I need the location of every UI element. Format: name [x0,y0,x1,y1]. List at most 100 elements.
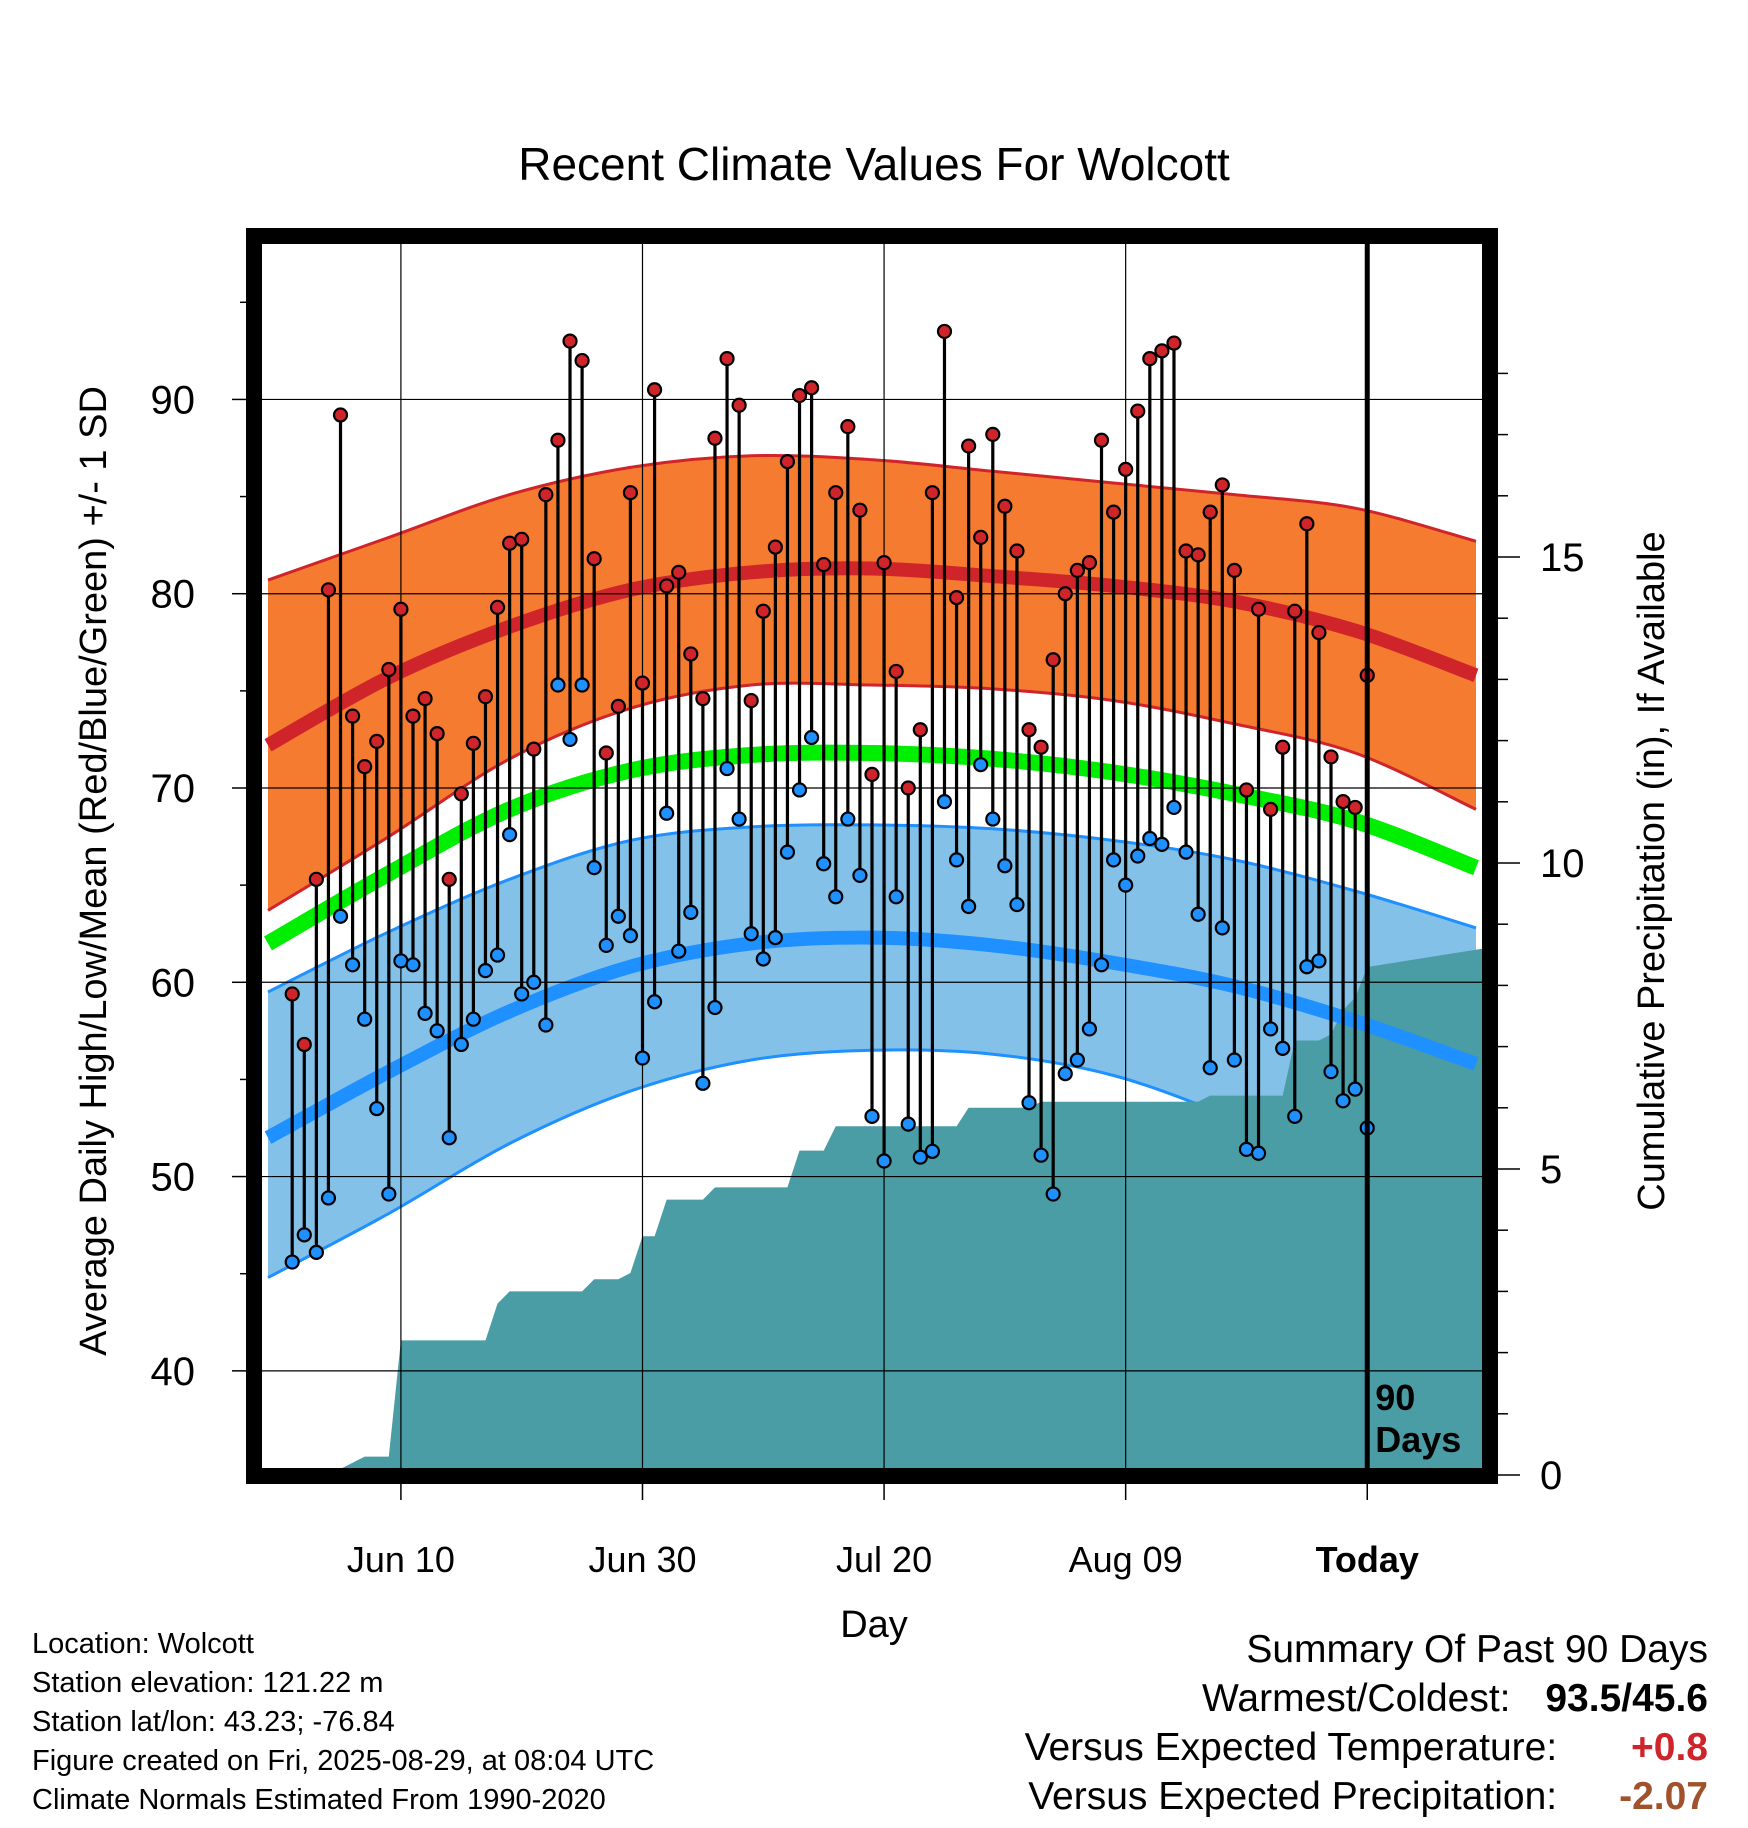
daily-high-point [948,589,965,606]
daily-low-point [1299,959,1315,975]
daily-low-point [1335,1093,1351,1109]
daily-low-point [1093,957,1110,973]
daily-low-point [1154,836,1170,852]
daily-low-point [683,904,699,920]
daily-low-point [453,1036,469,1053]
daily-low-point [465,1011,481,1027]
daily-high-point [1069,562,1085,579]
x-axis-label: Day [840,1604,908,1646]
daily-high-point [961,438,977,454]
daily-high-point [743,692,759,709]
daily-high-point [1226,562,1242,579]
daily-low-point [502,827,518,843]
x-tick-label: Jun 30 [588,1539,696,1580]
daily-high-point [477,689,494,705]
daily-high-point [695,691,711,707]
daily-high-point [804,380,820,396]
y-tick-label: 60 [151,961,196,1005]
daily-low-point [598,937,614,953]
daily-high-point [852,502,868,518]
daily-low-point [900,1116,916,1132]
daily-low-point [489,947,506,963]
x-tick-label: Jun 10 [347,1539,455,1580]
daily-low-point [876,1153,892,1169]
daily-low-point [1057,1065,1073,1082]
daily-high-point [816,556,832,573]
daily-low-point [767,929,783,946]
daily-low-point [1118,877,1134,893]
daily-high-point [1323,749,1339,765]
daily-low-point [888,889,904,905]
daily-high-point [719,351,735,367]
daily-high-point [1190,547,1206,563]
daily-high-point [659,578,675,594]
daily-low-point [973,757,989,773]
daily-low-point [574,677,590,693]
daily-low-point [1250,1145,1267,1161]
daily-high-point [1009,543,1025,559]
y-tick-label: 50 [151,1156,196,1200]
daily-low-point [1166,799,1182,816]
observations [284,323,1375,1270]
daily-high-point [1311,624,1327,641]
daily-high-point [731,397,747,413]
daily-high-point [864,766,880,783]
daily-low-point [610,908,626,924]
daily-high-point [514,531,530,547]
daily-low-point [1045,1186,1061,1202]
y2-tick-label: 5 [1540,1148,1562,1192]
daily-high-point [526,741,542,757]
daily-low-point [671,943,687,959]
summary-heading: Summary Of Past 90 Days [1246,1628,1708,1671]
y-tick-label: 90 [151,378,196,422]
daily-high-point [1045,652,1061,668]
y-axis-label: Average Daily High/Low/Mean (Red/Blue/Gr… [73,386,115,1356]
daily-high-point [924,485,940,501]
daily-low-point [320,1190,337,1206]
daily-high-point [381,661,397,678]
daily-low-point [308,1244,324,1260]
daily-low-point [779,844,796,860]
temp-row: Versus Expected Temperature: +0.8 [1025,1723,1708,1772]
daily-high-point [1021,722,1037,738]
daily-low-point [1081,1021,1098,1037]
high-upper-edge [267,453,1477,582]
low-sd-band [268,824,1476,1278]
daily-high-point [973,529,989,545]
daily-low-point [997,858,1013,874]
daily-low-point [1323,1064,1339,1080]
daily-high-point [465,735,481,751]
daily-low-point [514,986,530,1002]
normals-text: Climate Normals Estimated From 1990-2020 [32,1784,606,1816]
y2-tick-label: 10 [1540,842,1585,886]
x-tick-label: Jul 20 [836,1539,932,1580]
daily-low-point [1033,1147,1049,1163]
y-tick-label: 80 [151,573,196,617]
coldest-value: 45.6 [1632,1677,1708,1720]
daily-low-point [1105,852,1122,868]
daily-high-point [634,675,651,691]
daily-low-point [961,898,977,915]
today-label-number: 90 [1375,1377,1415,1418]
precip-row: Versus Expected Precipitation: -2.07 [1025,1772,1708,1821]
daily-high-point [417,691,433,707]
daily-low-point [924,1143,940,1159]
daily-low-point [1178,844,1194,860]
daily-high-point [1057,586,1073,602]
daily-high-point [985,426,1001,442]
daily-high-point [828,485,844,501]
y2-tick-label: 15 [1540,536,1585,580]
daily-low-point [912,1149,928,1165]
daily-low-point [296,1227,312,1243]
high-lower-edge [267,681,1477,912]
warm-cold-label: Warmest/Coldest: [1202,1677,1511,1720]
y2-axis: 0 5 10 15 [1498,372,1585,1498]
precip-label: Versus Expected Precipitation: [1028,1775,1558,1818]
daily-high-point [369,733,385,749]
normal-mean-line [264,744,1479,951]
daily-high-point [791,387,808,404]
daily-high-point [1130,403,1146,419]
daily-high-point [900,780,916,796]
daily-low-point [1021,1095,1037,1111]
daily-high-point [840,419,856,435]
